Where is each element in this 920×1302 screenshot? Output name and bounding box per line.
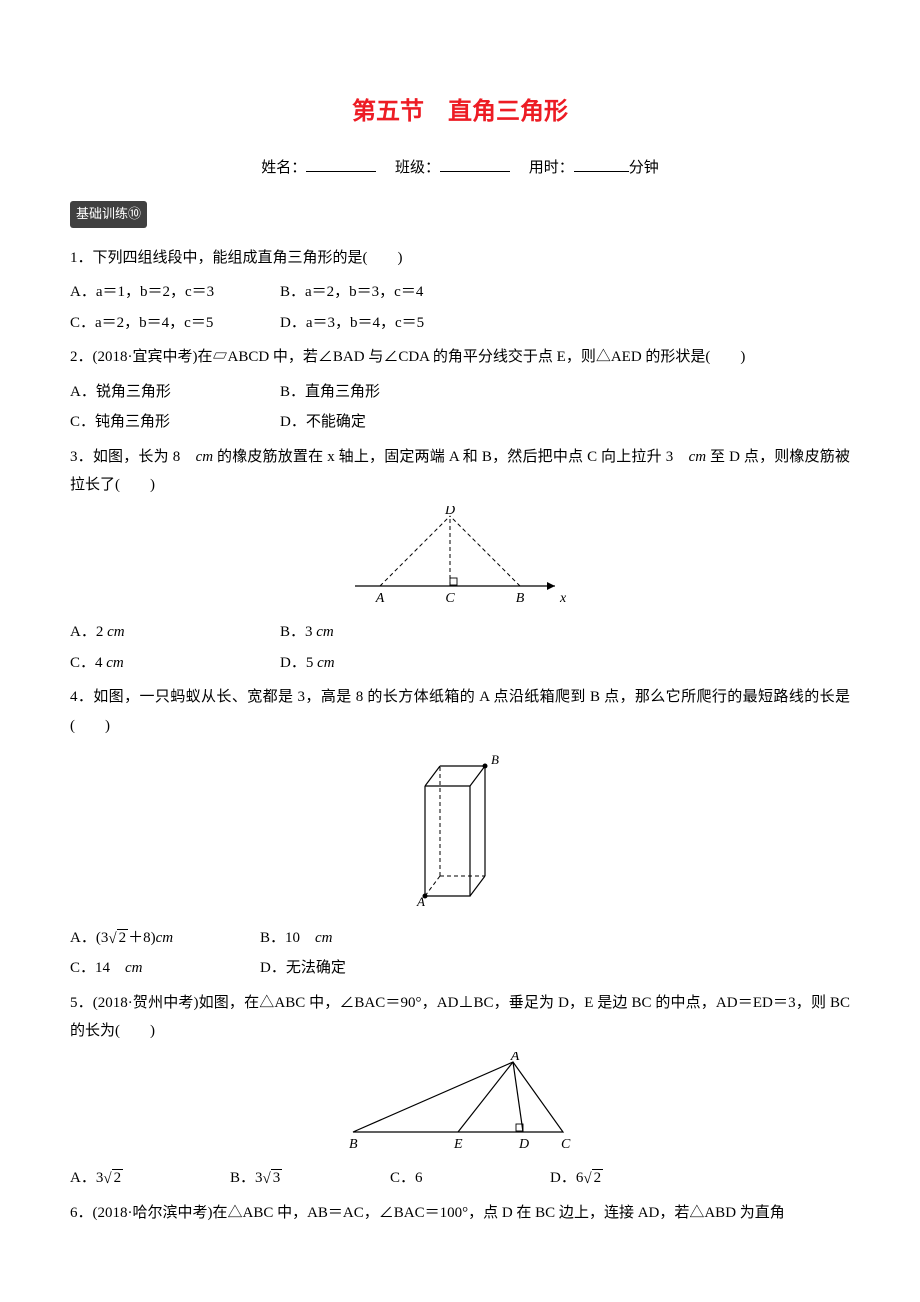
student-header: 姓名： 班级： 用时： 分钟 bbox=[70, 154, 850, 183]
question-3-choices-row1: A．2 cm B．3 cm bbox=[70, 618, 850, 647]
section-badge: 基础训练⑩ bbox=[70, 201, 147, 228]
q2-choice-c: C．钝角三角形 bbox=[70, 408, 280, 437]
class-blank[interactable] bbox=[440, 156, 510, 172]
fig4-label-a: A bbox=[416, 894, 425, 909]
q4-choice-d: D．无法确定 bbox=[260, 954, 450, 983]
q1-choice-b: B．a＝2，b＝3，c＝4 bbox=[280, 278, 490, 307]
q3-choice-b: B．3 cm bbox=[280, 618, 490, 647]
q1-choice-d: D．a＝3，b＝4，c＝5 bbox=[280, 309, 490, 338]
question-4-choices-row1: A．(32＋8)cm B．10 cm bbox=[70, 924, 850, 953]
time-blank[interactable] bbox=[574, 156, 629, 172]
q4-choice-a: A．(32＋8)cm bbox=[70, 924, 260, 953]
name-label: 姓名： bbox=[261, 160, 306, 176]
time-unit: 分钟 bbox=[629, 160, 659, 176]
question-1-choices-row2: C．a＝2，b＝4，c＝5 D．a＝3，b＝4，c＝5 bbox=[70, 309, 850, 338]
fig3-label-d: D bbox=[444, 506, 455, 518]
class-label: 班级： bbox=[395, 160, 440, 176]
q5-choice-d: D．62 bbox=[550, 1164, 710, 1193]
q3-choice-a: A．2 cm bbox=[70, 618, 280, 647]
figure-q4: A B bbox=[70, 746, 850, 922]
time-label: 用时： bbox=[529, 160, 574, 176]
question-2-choices-row2: C．钝角三角形 D．不能确定 bbox=[70, 408, 850, 437]
question-2-choices-row1: A．锐角三角形 B．直角三角形 bbox=[70, 378, 850, 407]
fig3-label-x: x bbox=[559, 591, 567, 606]
q2-choice-b: B．直角三角形 bbox=[280, 378, 490, 407]
fig3-label-a: A bbox=[375, 591, 385, 606]
figure-q5: A B E D C bbox=[70, 1052, 850, 1163]
q5-choice-b: B．33 bbox=[230, 1164, 390, 1193]
q4-choice-c: C．14 cm bbox=[70, 954, 260, 983]
q5-choice-c: C．6 bbox=[390, 1164, 550, 1193]
q2-choice-a: A．锐角三角形 bbox=[70, 378, 280, 407]
question-6-stem: 6．(2018·哈尔滨中考)在△ABC 中，AB＝AC，∠BAC＝100°，点 … bbox=[70, 1199, 850, 1228]
question-1-choices-row1: A．a＝1，b＝2，c＝3 B．a＝2，b＝3，c＝4 bbox=[70, 278, 850, 307]
question-3-choices-row2: C．4 cm D．5 cm bbox=[70, 649, 850, 678]
fig5-label-e: E bbox=[453, 1137, 463, 1152]
fig5-label-a: A bbox=[509, 1052, 519, 1064]
question-3-stem: 3．如图，长为 8 cm 的橡皮筋放置在 x 轴上，固定两端 A 和 B，然后把… bbox=[70, 443, 850, 500]
question-4-choices-row2: C．14 cm D．无法确定 bbox=[70, 954, 850, 983]
fig5-label-c: C bbox=[561, 1137, 571, 1152]
q1-choice-a: A．a＝1，b＝2，c＝3 bbox=[70, 278, 280, 307]
q3-choice-d: D．5 cm bbox=[280, 649, 490, 678]
question-2-stem: 2．(2018·宜宾中考)在▱ABCD 中，若∠BAD 与∠CDA 的角平分线交… bbox=[70, 343, 850, 372]
question-4-stem: 4．如图，一只蚂蚁从长、宽都是 3，高是 8 的长方体纸箱的 A 点沿纸箱爬到 … bbox=[70, 683, 850, 740]
fig3-label-c: C bbox=[445, 591, 455, 606]
question-5-choices: A．32 B．33 C．6 D．62 bbox=[70, 1164, 850, 1193]
question-5-stem: 5．(2018·贺州中考)如图，在△ABC 中，∠BAC＝90°，AD⊥BC，垂… bbox=[70, 989, 850, 1046]
fig4-label-b: B bbox=[491, 752, 499, 767]
q3-choice-c: C．4 cm bbox=[70, 649, 280, 678]
name-blank[interactable] bbox=[306, 156, 376, 172]
q1-choice-c: C．a＝2，b＝4，c＝5 bbox=[70, 309, 280, 338]
question-1-stem: 1．下列四组线段中，能组成直角三角形的是( ) bbox=[70, 244, 850, 273]
q4-choice-b: B．10 cm bbox=[260, 924, 450, 953]
fig5-label-d: D bbox=[518, 1137, 529, 1152]
fig3-label-b: B bbox=[516, 591, 525, 606]
figure-q3: D A C B x bbox=[70, 506, 850, 617]
fig5-label-b: B bbox=[349, 1137, 358, 1152]
page-title: 第五节 直角三角形 bbox=[70, 90, 850, 136]
q2-choice-d: D．不能确定 bbox=[280, 408, 490, 437]
q5-choice-a: A．32 bbox=[70, 1164, 230, 1193]
